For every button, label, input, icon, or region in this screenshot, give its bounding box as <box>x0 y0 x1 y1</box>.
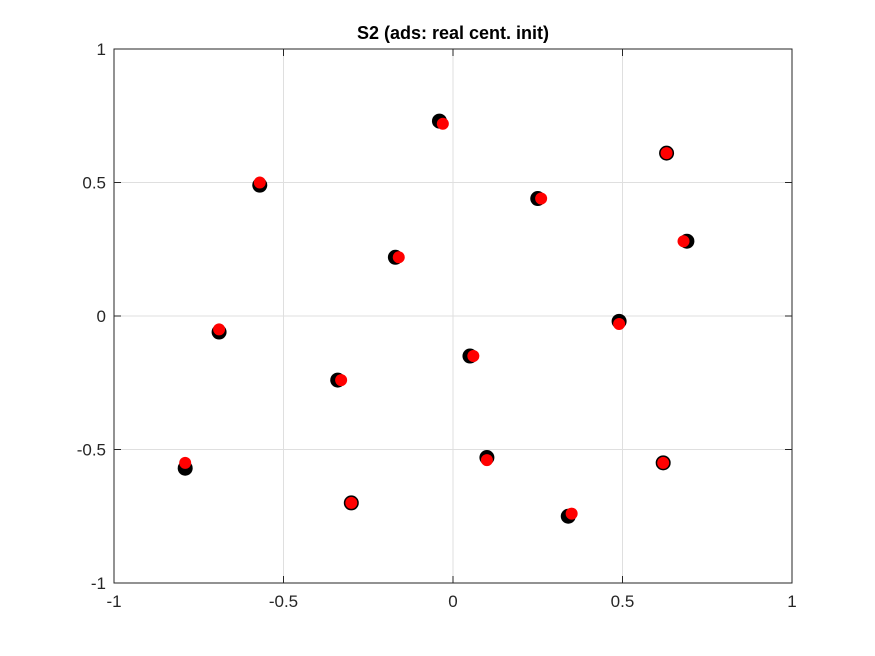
red-data-point <box>345 496 358 509</box>
x-tick-label: 1 <box>787 592 796 611</box>
y-tick-label: -1 <box>91 574 106 593</box>
y-tick-label: 1 <box>97 40 106 59</box>
y-tick-label: 0.5 <box>82 174 106 193</box>
red-data-point <box>392 251 405 264</box>
red-data-point <box>613 318 626 331</box>
chart-title: S2 (ads: real cent. init) <box>357 23 549 43</box>
red-data-point <box>253 176 266 189</box>
red-data-point <box>565 507 578 520</box>
red-data-point <box>436 117 449 130</box>
data-points <box>177 113 695 524</box>
red-data-point <box>335 374 348 387</box>
y-tick-label: 0 <box>97 307 106 326</box>
red-data-point <box>657 456 670 469</box>
red-data-point <box>677 235 690 248</box>
red-data-point <box>660 147 673 160</box>
tick-labels: -1 -0.5 0 0.5 1 -1 -0.5 0 0.5 1 <box>77 40 797 611</box>
red-data-point <box>213 323 226 336</box>
red-data-point <box>179 456 192 469</box>
red-data-point <box>467 350 480 363</box>
red-data-point <box>480 454 493 467</box>
y-tick-label: -0.5 <box>77 441 106 460</box>
x-tick-label: -0.5 <box>269 592 298 611</box>
x-tick-label: -1 <box>106 592 121 611</box>
axes-frame <box>113 48 793 584</box>
red-data-point <box>535 192 548 205</box>
x-tick-label: 0.5 <box>611 592 635 611</box>
x-tick-label: 0 <box>448 592 457 611</box>
